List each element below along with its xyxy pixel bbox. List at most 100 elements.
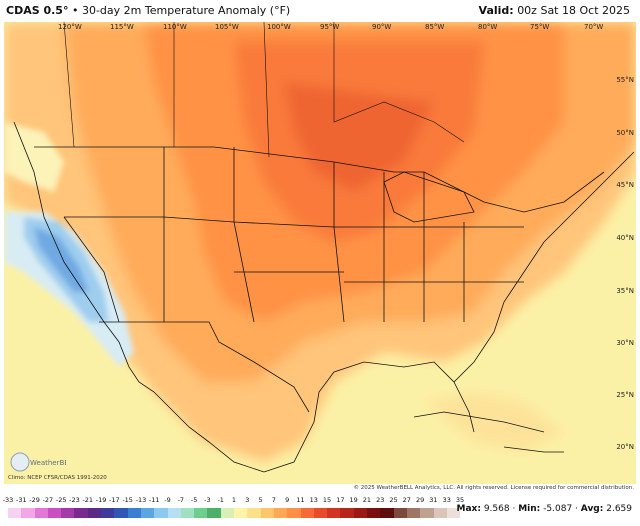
svg-text:WeatherBELL: WeatherBELL (30, 459, 66, 467)
colorbar-swatch (340, 508, 354, 518)
colorbar-swatch (114, 508, 128, 518)
colorbar-tick-label: 7 (271, 496, 276, 504)
lon-label: 80°W (478, 23, 498, 31)
colorbar-tick-label: -15 (122, 496, 133, 504)
colorbar-swatch (247, 508, 261, 518)
colorbar-swatch (327, 508, 341, 518)
colorbar-swatch (8, 508, 22, 518)
colorbar-tick-label: 23 (376, 496, 385, 504)
colorbar-tick-label: 25 (389, 496, 398, 504)
colorbar-tick-label: 31 (429, 496, 438, 504)
province-lines (63, 22, 465, 158)
colorbar-tick-label: 19 (349, 496, 358, 504)
title-bar: CDAS 0.5° • 30-day 2m Temperature Anomal… (0, 0, 640, 22)
colorbar-swatch (180, 508, 195, 518)
stats-readout: Max: 9.568 · Min: -5.087 · Avg: 2.659 (457, 504, 632, 514)
lon-label: 85°W (425, 23, 445, 31)
colorbar-swatch (313, 508, 328, 518)
colorbar-swatch (420, 508, 434, 518)
anomaly-shading (4, 22, 636, 462)
colorbar-swatch (380, 508, 394, 518)
colorbar-tick-label: -31 (15, 496, 27, 504)
colorbar-swatch (127, 508, 141, 518)
title-separator: • (71, 4, 79, 17)
colorbar-tick-labels: -33 -31 -29 -27 -25 -23 -21 -19 -17 -15 -13 -11 -9 -7… (3, 496, 464, 506)
anomaly-map-svg (4, 22, 636, 484)
us-mexico-border (99, 321, 310, 413)
colorbar-swatch (287, 508, 301, 518)
lat-label: 45°N (616, 181, 634, 189)
lat-label: 40°N (616, 234, 634, 242)
copyright-credit: © 2025 WeatherBELL Analytics, LLC. All r… (353, 485, 634, 491)
max-label: Max: (456, 504, 481, 514)
lat-label: 50°N (616, 129, 634, 137)
political-boundaries (13, 121, 635, 473)
stats-sep: · (575, 504, 578, 514)
colorbar-tick-label: 1 (231, 496, 237, 504)
colorbar-swatch (47, 508, 62, 518)
lon-label: 120°W (58, 23, 82, 31)
lat-label: 30°N (616, 339, 634, 347)
colorbar-swatch (406, 508, 421, 518)
avg-value: 2.659 (606, 504, 632, 514)
colorbar-tick-label: -23 (69, 496, 80, 504)
colorbar-tick-label: 17 (336, 496, 345, 504)
colorbar-tick-label: 35 (455, 496, 465, 504)
colorbar-swatch (34, 508, 48, 518)
valid-label: Valid: (478, 4, 514, 17)
min-label: Min: (518, 504, 541, 514)
colorbar-swatch (21, 508, 35, 518)
min-value: -5.087 (543, 504, 573, 514)
colorbar-swatch (433, 508, 447, 518)
colorbar-tick-label: -27 (42, 496, 54, 504)
colorbar-swatch (260, 508, 274, 518)
colorbar-swatch (140, 508, 155, 518)
valid-time: Valid: 00z Sat 18 Oct 2025 (479, 4, 630, 17)
colorbar-tick-label: 27 (402, 496, 411, 504)
colorbar-tick-label: 33 (442, 496, 451, 504)
colorbar-tick-label: -13 (135, 496, 147, 504)
colorbar-tick-label: -1 (217, 496, 224, 504)
stats-sep: · (512, 504, 516, 514)
colorbar-swatch (446, 508, 461, 518)
colorbar-tick-label: -25 (55, 496, 67, 504)
colorbar-tick-label: -7 (177, 496, 185, 504)
max-value: 9.568 (483, 504, 510, 514)
cool-anomaly (4, 122, 134, 367)
lon-label: 70°W (584, 23, 604, 31)
coastline-east (453, 151, 635, 383)
colorbar-tick-label: 13 (309, 496, 318, 504)
colorbar-tick-label: -19 (95, 496, 107, 504)
colorbar-swatch (273, 508, 288, 518)
colorbar-swatch (393, 508, 407, 518)
colorbar-tick-label: -5 (190, 496, 198, 504)
colorbar (8, 508, 461, 518)
colorbar-swatch (353, 508, 368, 518)
lon-label: 75°W (530, 23, 550, 31)
product-name: 30-day 2m Temperature Anomaly (°F) (81, 4, 291, 17)
coastline-west-gulf (13, 121, 475, 473)
model-name: CDAS 0.5° (6, 4, 69, 17)
colorbar-tick-label: -29 (29, 496, 40, 504)
us-canada-border (34, 146, 605, 213)
colorbar-tick-label: -11 (148, 496, 160, 504)
colorbar-swatch (220, 508, 235, 518)
great-lakes (383, 171, 475, 223)
colorbar-swatch (154, 508, 168, 518)
avg-label: Avg: (580, 504, 604, 514)
colorbar-tick-label: 29 (415, 496, 425, 504)
colorbar-swatch (74, 508, 88, 518)
colorbar-tick-label: -9 (164, 496, 171, 504)
lon-label: 100°W (267, 23, 291, 31)
colorbar-tick-label: 9 (285, 496, 290, 504)
state-lines (63, 147, 524, 323)
colorbar-swatch (167, 508, 181, 518)
colorbar-tick-label: 3 (245, 496, 250, 504)
lon-label: 115°W (110, 23, 134, 31)
lat-label: 35°N (616, 287, 634, 295)
colorbar-tick-label: 11 (296, 496, 305, 504)
colorbar-tick-label: -17 (109, 496, 120, 504)
colorbar-swatch (234, 508, 248, 518)
colorbar-swatch (300, 508, 314, 518)
colorbar-swatch (194, 508, 208, 518)
